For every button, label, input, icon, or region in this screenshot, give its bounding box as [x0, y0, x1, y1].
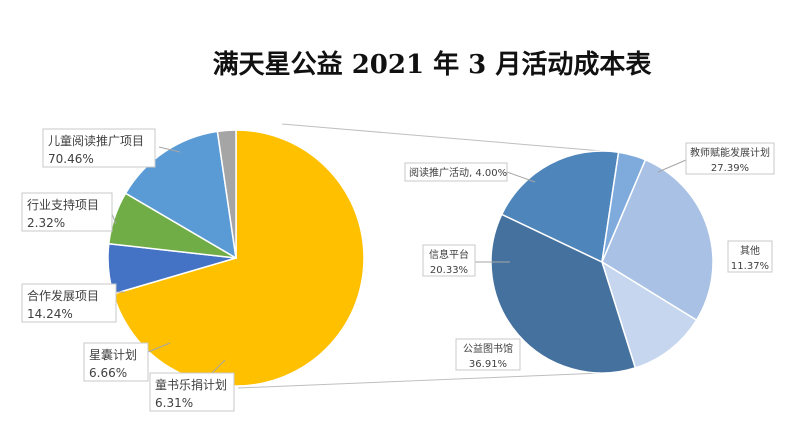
main-pie	[107, 129, 365, 387]
main-label-3: 合作发展项目 14.24%	[21, 283, 125, 323]
main-label-name-2: 星囊计划	[89, 347, 137, 362]
main-label-name-0: 儿童阅读推广项目	[48, 133, 144, 148]
secondary-pie-slice-4	[601, 151, 647, 263]
secondary-label-0: 教师赋能发展计划 27.39%	[657, 142, 775, 175]
secondary-label-3: 信息平台 20.33%	[422, 244, 510, 277]
main-label-0: 儿童阅读推广项目 70.46%	[42, 128, 181, 168]
secondary-label-2: 公益图书馆 36.91%	[455, 338, 521, 371]
secondary-label-box-0	[685, 142, 775, 175]
chart-title: 满天星公益 2021 年 3 月活动成本表	[213, 49, 653, 80]
main-label-box-2	[83, 342, 149, 382]
main-label-name-1: 童书乐捐计划	[155, 377, 227, 392]
main-label-box-4	[21, 192, 113, 232]
connector-lines	[237, 123, 603, 389]
main-leader-line-1	[211, 359, 226, 374]
secondary-label-value-1: 11.37%	[731, 261, 769, 272]
secondary-leader-line-4	[506, 171, 536, 183]
main-leader-line-2	[147, 342, 171, 353]
secondary-label-1: 其他 11.37%	[727, 240, 773, 273]
main-label-name-4: 行业支持项目	[27, 197, 99, 212]
main-label-box-3	[21, 283, 117, 323]
main-leader-line-0	[158, 146, 181, 153]
secondary-pie-slice-3	[500, 150, 620, 264]
connector-line-top	[281, 123, 603, 152]
secondary-label-4: 阅读推广活动, 4.00%	[404, 162, 536, 183]
secondary-pie	[490, 150, 714, 374]
secondary-label-box-1	[727, 240, 773, 273]
secondary-label-name-1: 其他	[740, 244, 760, 257]
secondary-label-box-4	[404, 162, 508, 182]
secondary-label-name-3: 信息平台	[429, 248, 469, 261]
secondary-pie-slice-2	[490, 213, 637, 374]
secondary-leader-line-0	[657, 159, 687, 173]
connector-line-bottom	[237, 372, 603, 389]
main-label-4: 行业支持项目 2.32%	[21, 192, 117, 232]
secondary-label-name-2: 公益图书馆	[463, 342, 513, 355]
main-pie-slice-4	[216, 129, 237, 259]
main-label-value-2: 6.66%	[89, 366, 127, 380]
secondary-label-box-2	[455, 338, 521, 371]
main-label-box-0	[42, 128, 156, 168]
main-label-value-0: 70.46%	[48, 152, 94, 166]
main-label-box-1	[149, 372, 235, 412]
main-label-value-3: 14.24%	[27, 307, 73, 321]
main-label-2: 星囊计划 6.66%	[83, 342, 171, 382]
main-label-value-4: 2.32%	[27, 216, 65, 230]
main-label-name-3: 合作发展项目	[27, 288, 99, 303]
data-labels: 儿童阅读推广项目 70.46% 童书乐捐计划 6.31% 星囊计划 6.66% 合作发展项目…	[21, 128, 775, 412]
secondary-label-box-3	[422, 244, 476, 277]
secondary-pie-slice-1	[600, 260, 698, 369]
secondary-label-value-0: 27.39%	[711, 163, 749, 174]
secondary-label-text-4: 阅读推广活动, 4.00%	[409, 166, 507, 179]
secondary-label-value-2: 36.91%	[469, 359, 507, 370]
main-label-1: 童书乐捐计划 6.31%	[149, 359, 235, 412]
main-label-value-1: 6.31%	[155, 396, 193, 410]
main-pie-slice-0	[112, 129, 365, 387]
secondary-label-value-3: 20.33%	[430, 265, 468, 276]
secondary-label-name-0: 教师赋能发展计划	[690, 146, 770, 159]
main-leader-line-4	[111, 213, 117, 225]
